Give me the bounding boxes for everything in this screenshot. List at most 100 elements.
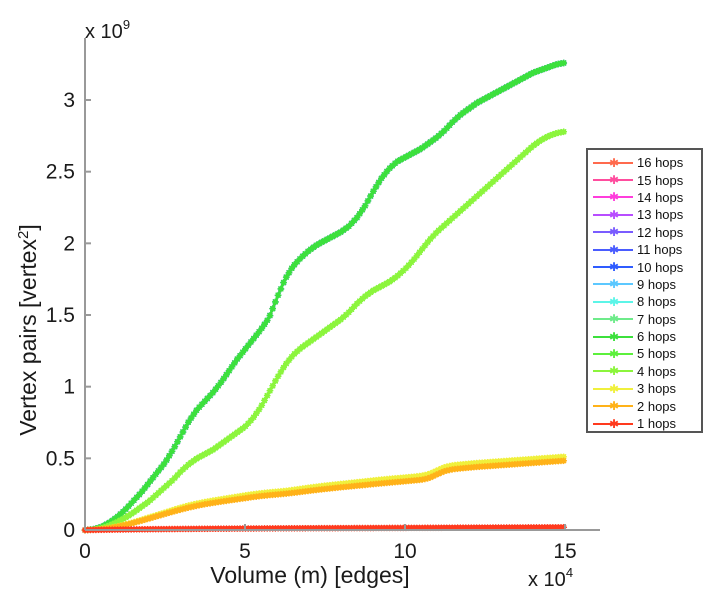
legend-item[interactable]: ✱ 6 hops — [588, 328, 701, 345]
legend-star-marker-icon: ✱ — [609, 399, 620, 414]
legend-star-marker-icon: ✱ — [609, 260, 620, 275]
x-tick-label: 15 — [553, 540, 576, 563]
legend-line — [593, 161, 633, 164]
legend-swatch: ✱ — [593, 244, 633, 256]
legend-item-label: 2 hops — [637, 398, 677, 414]
x-tick-label: 10 — [393, 540, 416, 563]
legend-line — [593, 352, 633, 355]
y-tick-label: 1 — [63, 376, 75, 399]
legend-item[interactable]: ✱ 1 hops — [588, 415, 701, 432]
legend-item[interactable]: ✱ 8 hops — [588, 293, 701, 310]
legend-item-label: 12 hops — [637, 224, 684, 240]
legend-item[interactable]: ✱ 3 hops — [588, 380, 701, 397]
legend-item[interactable]: ✱ 11 hops — [588, 241, 701, 258]
legend-line — [593, 370, 633, 373]
legend-item[interactable]: ✱ 4 hops — [588, 363, 701, 380]
legend-item-label: 13 hops — [637, 207, 684, 223]
legend-star-marker-icon: ✱ — [609, 312, 620, 327]
legend-item-label: 4 hops — [637, 363, 677, 379]
legend-line — [593, 405, 633, 408]
legend: ✱ 16 hops ✱ 15 hops ✱ 14 hops ✱ 13 hops ✱ 12 hops… — [586, 148, 703, 433]
legend-item[interactable]: ✱ 14 hops — [588, 189, 701, 206]
legend-line — [593, 283, 633, 286]
legend-swatch: ✱ — [593, 348, 633, 360]
legend-line — [593, 335, 633, 338]
legend-swatch: ✱ — [593, 226, 633, 238]
legend-line — [593, 179, 633, 182]
legend-item[interactable]: ✱ 10 hops — [588, 258, 701, 275]
legend-item[interactable]: ✱ 12 hops — [588, 224, 701, 241]
legend-item-label: 9 hops — [637, 276, 677, 292]
x-axis-title: Volume (m) [edges] — [210, 562, 409, 588]
legend-star-marker-icon: ✱ — [609, 329, 620, 344]
legend-star-marker-icon: ✱ — [609, 173, 620, 188]
tick-label-layer: 0 0.5 1 1.5 2 2.5 3 0 5 10 15 Volume (m) [edges] Ver… — [15, 17, 577, 591]
series-6-hops — [81, 59, 568, 534]
legend-item-label: 8 hops — [637, 294, 677, 310]
legend-line — [593, 387, 633, 390]
legend-line — [593, 300, 633, 303]
legend-star-marker-icon: ✱ — [609, 416, 620, 431]
legend-swatch: ✱ — [593, 278, 633, 290]
legend-item-label: 15 hops — [637, 172, 684, 188]
legend-item[interactable]: ✱ 2 hops — [588, 397, 701, 414]
legend-swatch: ✱ — [593, 261, 633, 273]
series-layer — [81, 59, 568, 534]
x-tick-label: 5 — [239, 540, 251, 563]
y-axis-title: Vertex pairs [vertex2] — [15, 224, 41, 436]
legend-star-marker-icon: ✱ — [609, 294, 620, 309]
y-tick-label: 0 — [63, 519, 75, 542]
axes-layer — [84, 38, 600, 531]
legend-item-label: 5 hops — [637, 346, 677, 362]
legend-item[interactable]: ✱ 7 hops — [588, 311, 701, 328]
legend-swatch: ✱ — [593, 209, 633, 221]
legend-swatch: ✱ — [593, 418, 633, 430]
legend-swatch: ✱ — [593, 157, 633, 169]
legend-item-label: 1 hops — [637, 416, 677, 432]
legend-star-marker-icon: ✱ — [609, 207, 620, 222]
legend-item[interactable]: ✱ 16 hops — [588, 154, 701, 171]
series-4-hops — [81, 128, 568, 534]
legend-star-marker-icon: ✱ — [609, 225, 620, 240]
legend-star-marker-icon: ✱ — [609, 190, 620, 205]
legend-line — [593, 231, 633, 234]
legend-item[interactable]: ✱ 9 hops — [588, 276, 701, 293]
y-tick-label: 2 — [63, 232, 75, 255]
legend-item-label: 11 hops — [637, 242, 683, 258]
legend-line — [593, 213, 633, 216]
legend-swatch: ✱ — [593, 331, 633, 343]
legend-star-marker-icon: ✱ — [609, 364, 620, 379]
legend-item-label: 10 hops — [637, 259, 684, 275]
legend-star-marker-icon: ✱ — [609, 277, 620, 292]
legend-star-marker-icon: ✱ — [609, 155, 620, 170]
legend-item-label: 6 hops — [637, 329, 677, 345]
legend-swatch: ✱ — [593, 296, 633, 308]
y-tick-label: 1.5 — [46, 304, 75, 327]
svg-text:Vertex pairs [vertex2]: Vertex pairs [vertex2] — [15, 224, 41, 436]
x-axis-exponent: x 104 — [528, 565, 573, 591]
legend-line — [593, 266, 633, 269]
legend-item[interactable]: ✱ 5 hops — [588, 345, 701, 362]
legend-swatch: ✱ — [593, 400, 633, 412]
legend-item[interactable]: ✱ 15 hops — [588, 171, 701, 188]
y-tick-label: 3 — [63, 89, 75, 112]
legend-item[interactable]: ✱ 13 hops — [588, 206, 701, 223]
legend-swatch: ✱ — [593, 191, 633, 203]
y-tick-label: 0.5 — [46, 447, 75, 470]
legend-star-marker-icon: ✱ — [609, 346, 620, 361]
series-1-hops — [81, 523, 568, 534]
legend-swatch: ✱ — [593, 383, 633, 395]
legend-line — [593, 318, 633, 321]
legend-item-label: 16 hops — [637, 155, 684, 171]
legend-star-marker-icon: ✱ — [609, 242, 620, 257]
legend-swatch: ✱ — [593, 365, 633, 377]
legend-swatch: ✱ — [593, 174, 633, 186]
legend-item-label: 14 hops — [637, 189, 684, 205]
legend-line — [593, 422, 633, 425]
legend-swatch: ✱ — [593, 313, 633, 325]
legend-line — [593, 248, 633, 251]
y-tick-label: 2.5 — [46, 161, 75, 184]
legend-item-label: 7 hops — [637, 311, 677, 327]
